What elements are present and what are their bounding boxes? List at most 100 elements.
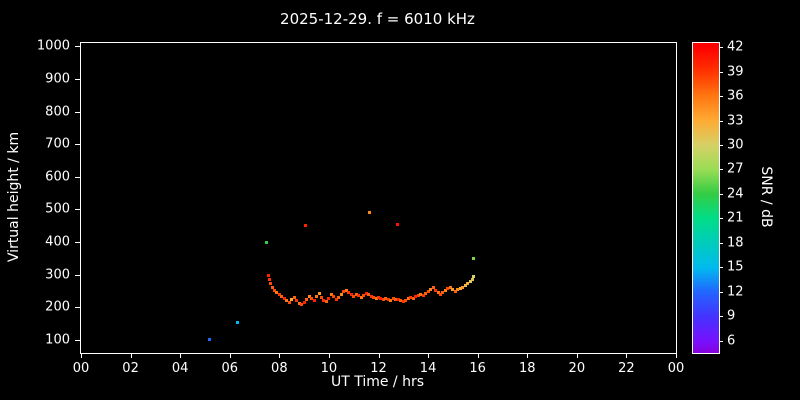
colorbar-tick-mark xyxy=(719,96,723,98)
data-point xyxy=(280,295,284,299)
data-point xyxy=(448,285,452,289)
data-point xyxy=(472,256,476,260)
y-tick-mark xyxy=(75,209,80,211)
y-tick-label: 800 xyxy=(45,104,70,120)
data-point xyxy=(354,292,358,296)
x-tick-mark xyxy=(279,353,281,358)
y-tick-label: 900 xyxy=(45,71,70,87)
colorbar-tick-mark xyxy=(719,218,723,220)
data-point xyxy=(384,296,388,300)
data-point xyxy=(287,300,291,304)
y-tick-label: 700 xyxy=(45,136,70,152)
y-tick-mark xyxy=(75,111,80,113)
data-point xyxy=(458,286,462,290)
x-tick-mark xyxy=(328,353,330,358)
y-tick-label: 1000 xyxy=(36,38,70,54)
data-point xyxy=(266,273,270,277)
data-point xyxy=(208,338,212,342)
data-point xyxy=(357,294,361,298)
y-tick-mark xyxy=(75,176,80,178)
data-point xyxy=(438,292,442,296)
data-point xyxy=(446,286,450,290)
x-tick-mark xyxy=(676,353,677,358)
colorbar-tick-mark xyxy=(719,267,723,269)
data-point xyxy=(372,296,376,300)
data-point xyxy=(303,224,307,228)
x-tick-label: 22 xyxy=(618,361,635,376)
data-point xyxy=(441,290,445,294)
x-tick-mark xyxy=(428,353,430,358)
data-point xyxy=(342,290,346,294)
y-axis-label: Virtual height / km xyxy=(6,131,22,263)
data-point xyxy=(451,287,455,291)
x-axis-label: UT Time / hrs xyxy=(330,374,425,390)
y-tick-mark xyxy=(75,339,80,341)
data-point xyxy=(272,288,276,292)
colorbar: 6 9 12 15 18 21 24 27 30 33 36 39 42 xyxy=(692,40,744,354)
colorbar-tick-label: 15 xyxy=(727,259,744,275)
x-tick-label: 12 xyxy=(370,361,387,376)
data-point xyxy=(367,293,371,297)
x-tick-label: 00 xyxy=(72,361,90,376)
data-point xyxy=(394,297,398,301)
x-tick-mark xyxy=(477,353,479,358)
data-point xyxy=(329,293,333,297)
data-point xyxy=(406,297,410,301)
y-tick-mark xyxy=(75,46,80,48)
colorbar-tick-mark xyxy=(719,120,723,122)
data-point xyxy=(362,293,366,297)
data-point xyxy=(364,292,368,296)
data-point xyxy=(401,299,405,303)
data-point xyxy=(399,299,403,303)
data-point xyxy=(411,297,415,300)
data-point xyxy=(302,301,306,305)
data-point xyxy=(292,296,296,300)
colorbar-tick-label: 42 xyxy=(727,39,744,55)
colorbar-tick-mark xyxy=(719,340,723,342)
data-point xyxy=(305,297,309,301)
x-tick-mark xyxy=(527,353,529,358)
data-point xyxy=(453,289,457,293)
data-point xyxy=(269,282,273,286)
data-point xyxy=(426,290,430,294)
colorbar-tick-mark xyxy=(719,291,723,293)
colorbar-tick-label: 18 xyxy=(727,235,744,251)
data-point xyxy=(265,240,269,244)
data-point xyxy=(344,288,348,292)
y-tick-label: 500 xyxy=(45,201,70,217)
y-tick-label: 400 xyxy=(45,234,70,250)
data-point xyxy=(310,297,314,300)
data-point xyxy=(471,278,475,282)
colorbar-tick-label: 36 xyxy=(727,88,744,104)
data-point xyxy=(381,297,385,301)
data-point xyxy=(379,296,383,300)
data-point xyxy=(429,287,433,291)
x-tick-label: 04 xyxy=(171,361,189,376)
x-tick-mark xyxy=(229,353,231,358)
data-point xyxy=(377,295,380,299)
data-point xyxy=(431,286,435,290)
colorbar-tick-label: 12 xyxy=(727,284,744,300)
data-point xyxy=(404,298,408,302)
colorbar-tick-label: 6 xyxy=(727,333,736,349)
data-point xyxy=(349,293,353,297)
colorbar-tick-label: 27 xyxy=(727,161,744,177)
y-tick-mark xyxy=(75,307,80,309)
data-point xyxy=(396,298,400,302)
data-point xyxy=(285,298,289,302)
data-point xyxy=(317,292,321,296)
data-point xyxy=(337,296,341,300)
colorbar-tick-label: 24 xyxy=(727,186,744,202)
x-tick-label: 06 xyxy=(221,361,239,376)
x-tick-label: 18 xyxy=(518,361,536,376)
data-point xyxy=(421,293,425,297)
x-tick-label: 14 xyxy=(419,361,437,376)
x-tick-mark xyxy=(81,353,82,358)
data-point xyxy=(386,297,390,301)
data-point xyxy=(461,285,465,289)
data-point xyxy=(275,291,279,295)
data-point xyxy=(315,294,319,298)
plot-area: 00 02 04 06 08 10 12 14 16 18 20 22 00 100 200 300 400 50… xyxy=(37,39,684,376)
y-tick-label: 100 xyxy=(45,332,70,348)
